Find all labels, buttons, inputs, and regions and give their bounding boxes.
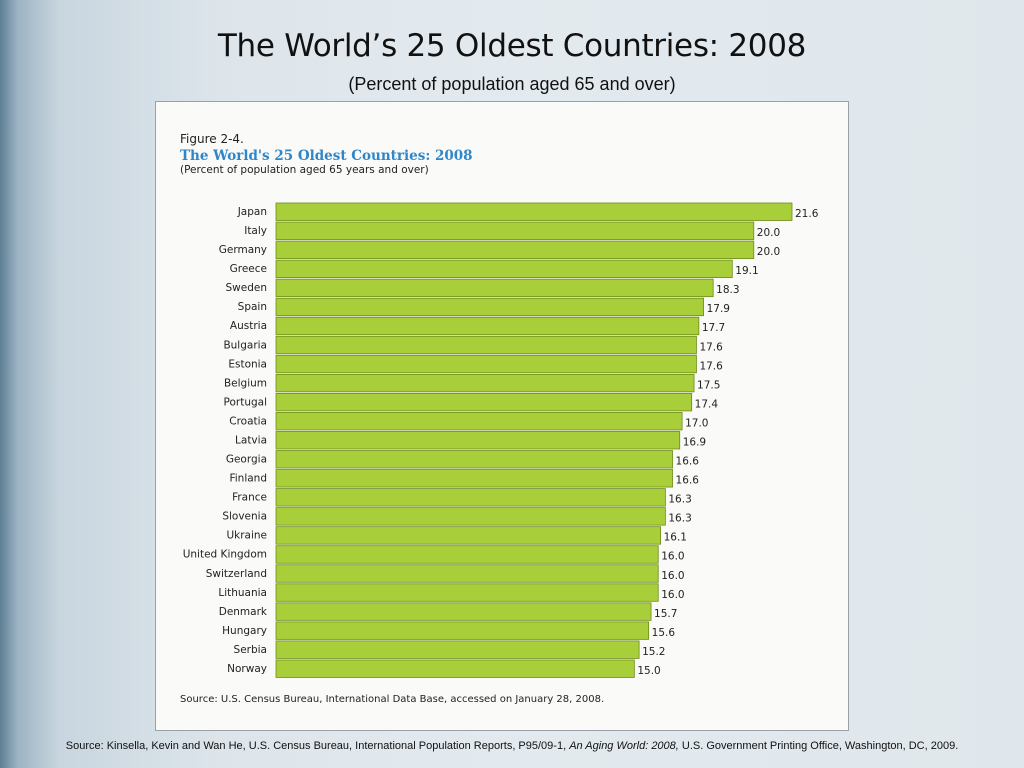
bar-value-label: 18.3 [716,284,739,296]
bar [275,297,705,317]
category-label: Norway [227,663,267,675]
bar [275,240,755,259]
bar-value-label: 16.6 [676,456,700,468]
bar-value-label: 16.0 [661,570,684,582]
category-label: Spain [238,301,267,313]
bar-value-label: 15.7 [654,608,677,620]
bar [275,373,695,393]
category-label: Bulgaria [223,339,267,351]
category-label: France [232,492,267,504]
figure-subtitle: (Percent of population aged 65 years and… [180,164,429,176]
bar-value-label: 16.9 [683,436,706,448]
slide-subtitle: (Percent of population aged 65 and over) [348,74,676,94]
bar [275,507,666,526]
bar-value-label: 15.2 [642,646,665,658]
bar-value-label: 17.0 [685,417,708,429]
bar [275,545,659,564]
category-label: Ukraine [226,530,267,542]
citation-prefix: Source: Kinsella, Kevin and Wan He, U.S.… [65,740,570,752]
category-label: Switzerland [206,568,267,580]
bar [275,659,635,678]
category-label: Croatia [229,415,267,427]
category-label: Denmark [219,606,268,618]
bar [275,602,652,621]
category-label: Greece [230,263,267,275]
bar-value-label: 17.4 [695,398,719,410]
bar-value-label: 21.6 [795,208,819,220]
bar-chart: Japan 21.6 Italy 20.0 Germany 20.0 Greece 19.1 S… [183,202,819,678]
citation-line: Source: Kinsella, Kevin and Wan He, U.S.… [0,740,1024,752]
bar [275,450,673,469]
bar [275,640,640,659]
category-label: Belgium [224,377,267,389]
bar-value-label: 17.9 [707,303,730,315]
bar [275,316,700,336]
category-label: United Kingdom [183,549,267,561]
bar [275,335,697,355]
citation-title: An Aging World: 2008, [569,740,679,752]
bar [275,488,666,507]
bar-value-label: 19.1 [735,265,758,277]
bar [275,259,733,279]
bar-value-label: 15.6 [652,627,676,639]
category-label: Estonia [228,358,267,370]
category-label: Finland [229,473,267,485]
bar [275,221,755,240]
category-label: Austria [230,320,267,332]
bar-value-label: 20.0 [757,227,780,239]
category-label: Japan [237,206,267,218]
bar [275,583,659,602]
figure-source: Source: U.S. Census Bureau, Internationa… [180,694,605,705]
category-label: Latvia [235,434,267,446]
bar [275,526,662,545]
slide-title: The World’s 25 Oldest Countries: 2008 [217,28,807,64]
bar-value-label: 15.0 [637,665,660,677]
category-label: Georgia [226,454,267,466]
figure-label: Figure 2-4. [180,132,244,146]
category-label: Sweden [226,282,268,294]
bar-value-label: 16.1 [664,532,687,544]
citation-suffix: U.S. Government Printing Office, Washing… [678,740,959,752]
category-label: Serbia [234,644,267,656]
bar-value-label: 17.7 [702,322,725,334]
bar-value-label: 16.0 [661,551,684,563]
category-label: Slovenia [222,511,267,523]
category-label: Germany [219,244,267,256]
bar-value-label: 16.0 [661,589,684,601]
figure-title: The World's 25 Oldest Countries: 2008 [180,148,473,164]
category-label: Italy [244,225,267,237]
category-label: Hungary [222,625,267,637]
bar-value-label: 17.5 [697,379,720,391]
bar [275,278,714,298]
bar [275,202,793,221]
category-label: Portugal [224,396,268,408]
category-label: Lithuania [218,587,267,599]
bar-value-label: 16.3 [668,494,691,506]
bar [275,621,650,640]
bar-value-label: 17.6 [699,341,723,353]
bar [275,469,673,488]
bar-value-label: 20.0 [757,246,780,258]
figure-panel: Figure 2-4. The World's 25 Oldest Countr… [155,101,849,731]
bar [275,412,683,431]
bar-value-label: 16.3 [668,513,691,525]
bar-value-label: 16.6 [676,475,700,487]
bar [275,431,681,450]
bar [275,564,659,583]
bar-value-label: 17.6 [699,360,723,372]
bar [275,392,693,412]
bar [275,354,697,374]
